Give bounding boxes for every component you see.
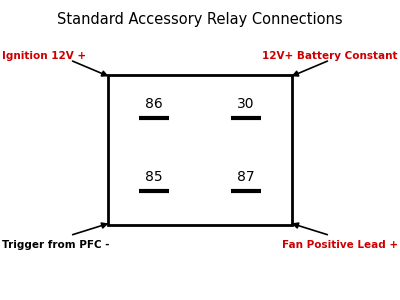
Text: Fan Positive Lead +: Fan Positive Lead + [282,239,398,250]
Text: 30: 30 [237,97,255,110]
Text: Trigger from PFC -: Trigger from PFC - [2,239,110,250]
Bar [108,75,292,225]
Text: Ignition 12V +: Ignition 12V + [2,50,86,61]
Text: 87: 87 [237,170,255,184]
Text: 12V+ Battery Constant: 12V+ Battery Constant [262,50,398,61]
Text: 86: 86 [145,97,163,110]
Text: Standard Accessory Relay Connections: Standard Accessory Relay Connections [57,12,343,27]
Text: 85: 85 [145,170,163,184]
